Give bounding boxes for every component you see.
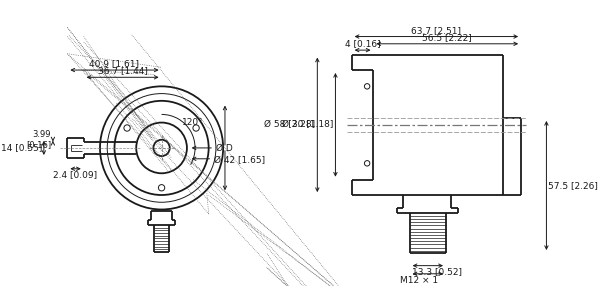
- Text: 63.7 [2.51]: 63.7 [2.51]: [412, 26, 461, 35]
- Text: 4 [0.16]: 4 [0.16]: [345, 39, 380, 48]
- Text: Ø 58 [2.28]: Ø 58 [2.28]: [265, 120, 316, 129]
- Text: Ø D: Ø D: [216, 143, 233, 152]
- Text: 36.7 [1.44]: 36.7 [1.44]: [98, 67, 148, 76]
- Text: 57.5 [2.26]: 57.5 [2.26]: [548, 181, 598, 190]
- Text: 120°: 120°: [181, 118, 203, 127]
- Text: Ø 30 [1.18]: Ø 30 [1.18]: [282, 120, 334, 129]
- Text: 40.9 [1.61]: 40.9 [1.61]: [89, 59, 139, 68]
- Text: 56.5 [2.22]: 56.5 [2.22]: [422, 33, 472, 42]
- Text: 3.99
[0.16]: 3.99 [0.16]: [26, 130, 51, 149]
- Text: Ø 42 [1.65]: Ø 42 [1.65]: [214, 156, 265, 165]
- Text: 13.3 [0.52]: 13.3 [0.52]: [412, 268, 462, 277]
- Text: 14 [0.55]: 14 [0.55]: [1, 143, 42, 152]
- Text: 2.4 [0.09]: 2.4 [0.09]: [53, 171, 98, 180]
- Text: M12 × 1: M12 × 1: [400, 276, 438, 285]
